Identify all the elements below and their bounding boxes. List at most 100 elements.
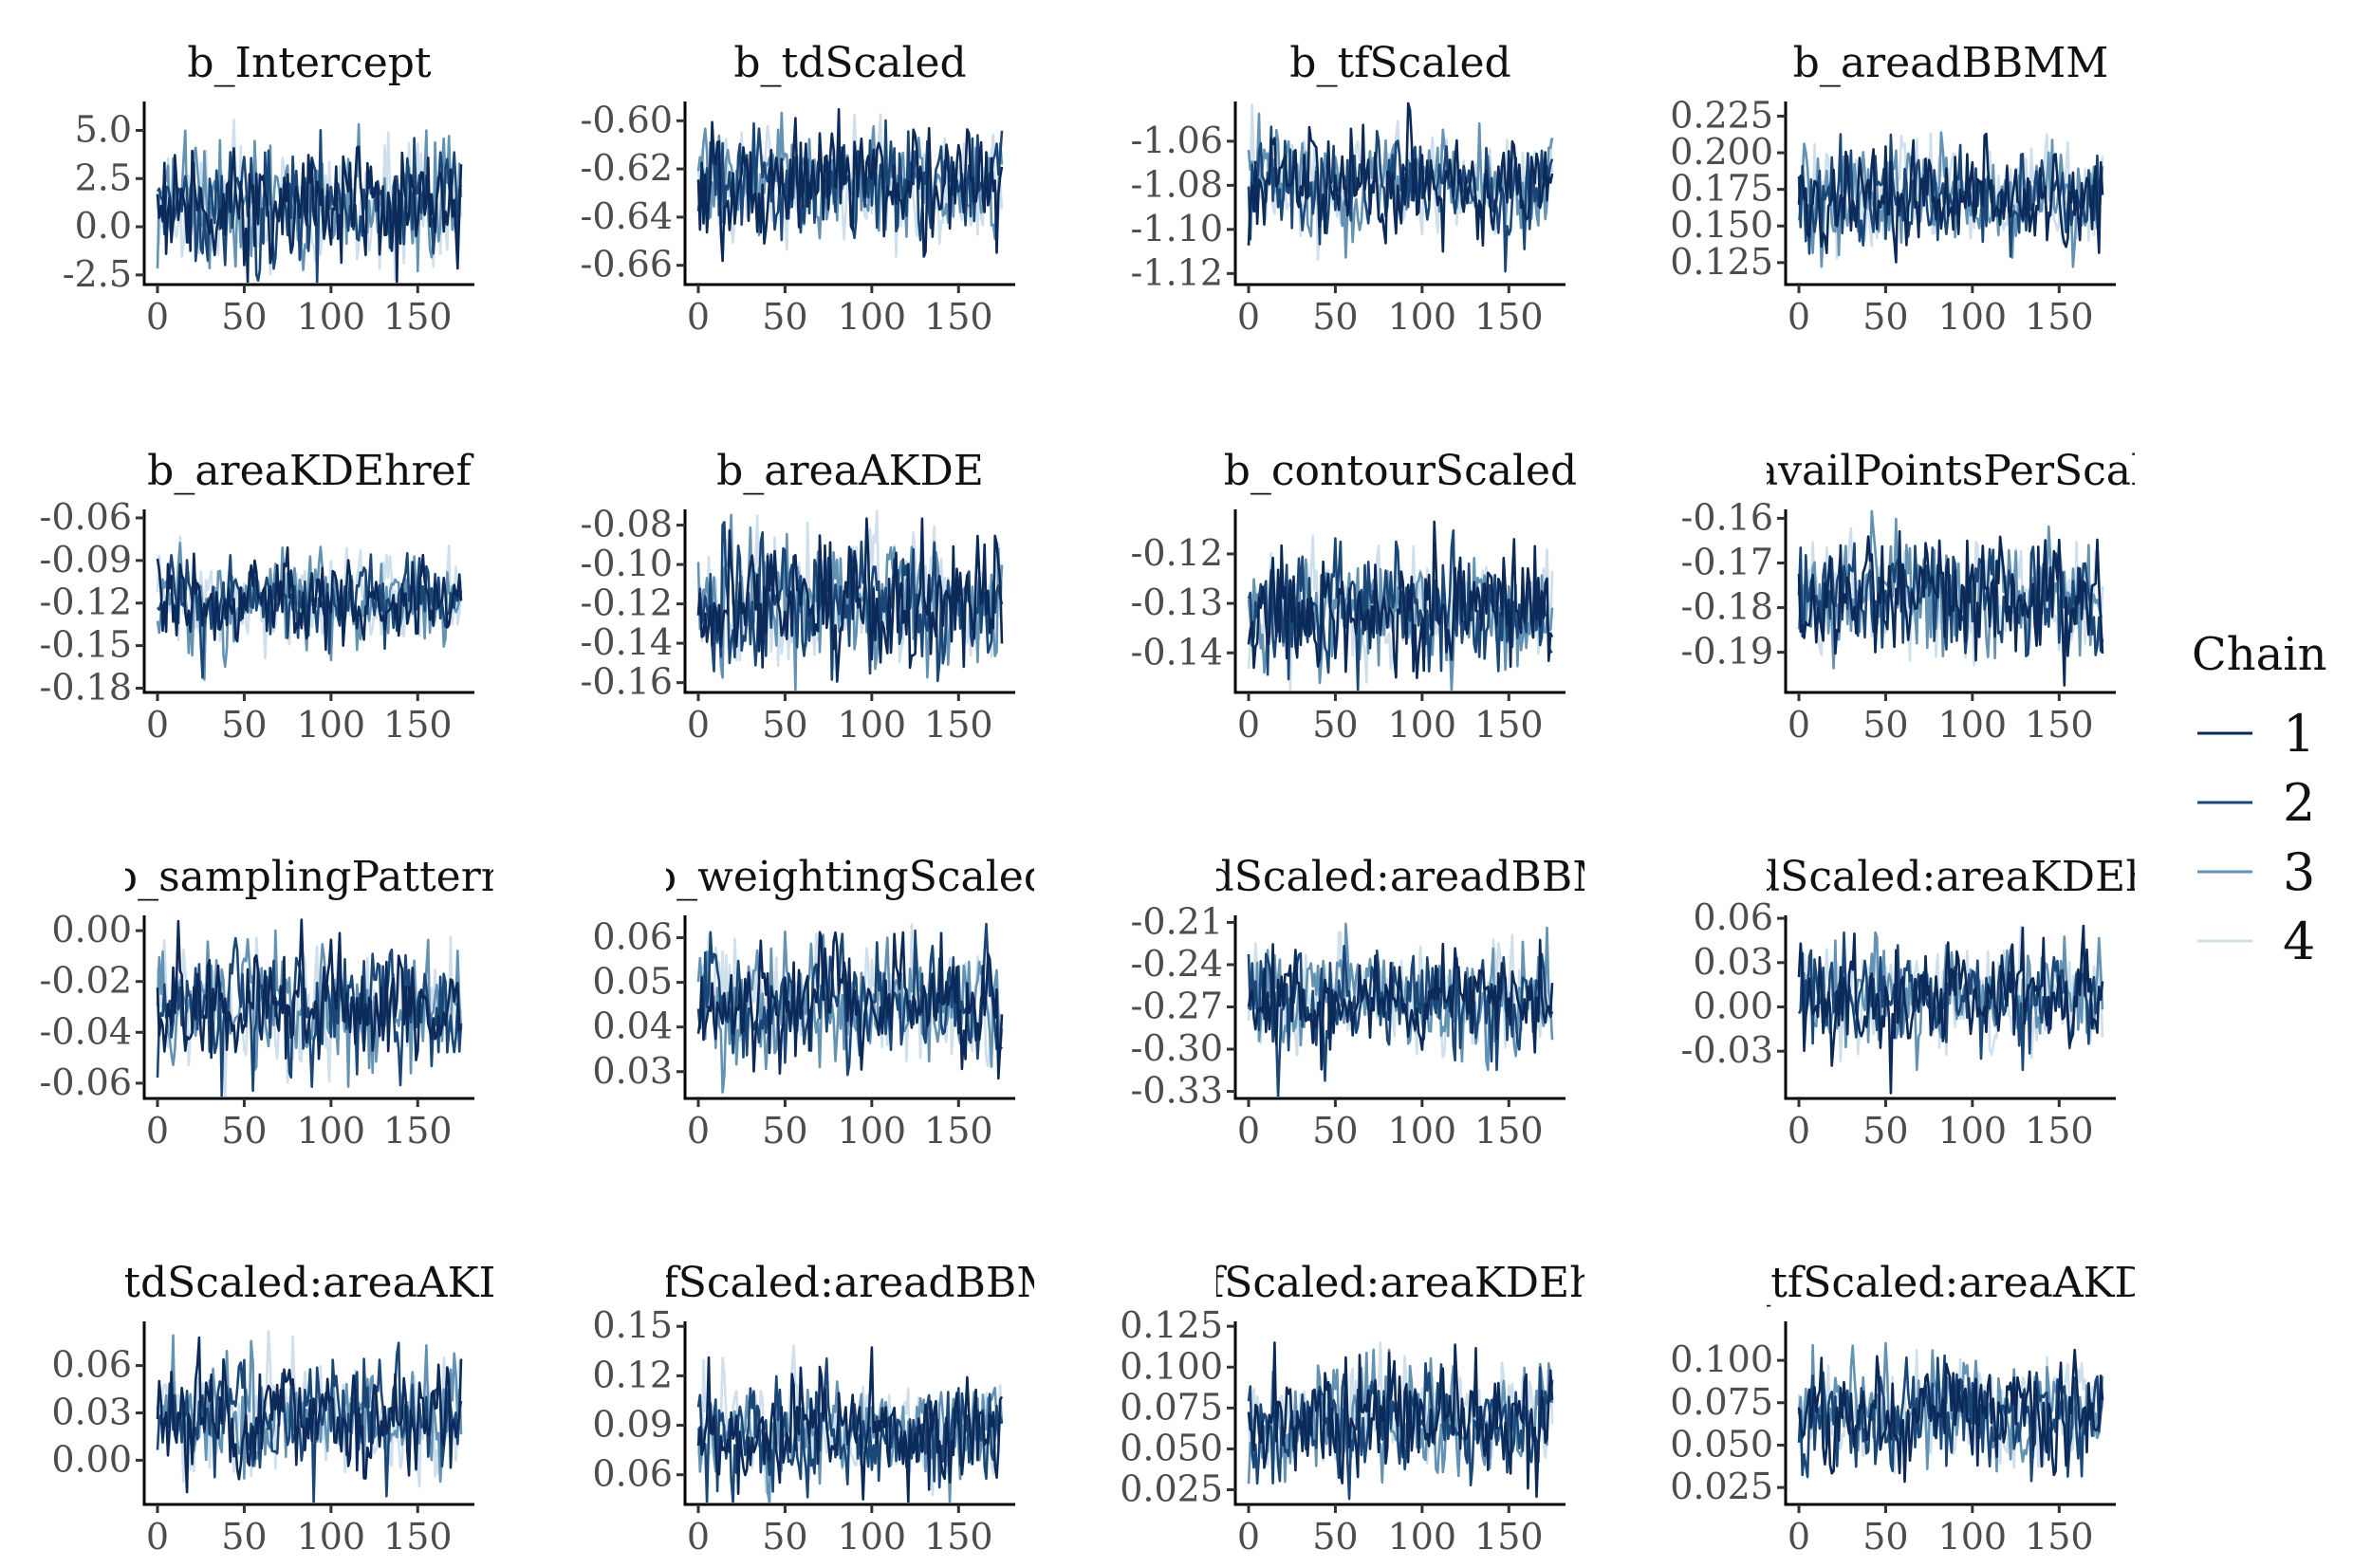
trace-chain-1 — [1247, 938, 1554, 1071]
x-tick-label: 0 — [1237, 704, 1260, 746]
panel-title: b_areaAKDE — [716, 447, 984, 495]
x-tick-label: 50 — [762, 704, 807, 746]
y-tick-label: -0.10 — [581, 543, 673, 584]
chain-legend: Chain 1 2 3 4 — [2192, 628, 2327, 971]
y-tick-label: -0.12 — [581, 582, 673, 624]
trace-chain-2 — [696, 922, 1004, 1077]
x-tick-label: 150 — [383, 1110, 453, 1152]
trace-chain-1 — [696, 517, 1004, 683]
y-tick-label: 0.050 — [1120, 1427, 1223, 1468]
y-tick-label: -0.03 — [1681, 1029, 1773, 1071]
y-tick-label: 0.200 — [1670, 131, 1773, 173]
x-tick-label: 0 — [687, 1110, 710, 1152]
x-tick-label: 100 — [838, 704, 907, 746]
x-tick-label: 100 — [1388, 704, 1457, 746]
x-tick-label: 0 — [1788, 1516, 1810, 1558]
y-tick-label: -0.21 — [1131, 900, 1223, 942]
y-tick-label: -0.14 — [581, 621, 673, 663]
y-tick-label: -0.16 — [1681, 496, 1773, 538]
x-tick-label: 100 — [1388, 1516, 1457, 1558]
y-tick-label: -0.60 — [581, 99, 673, 140]
panel-title: b_areaKDEhref — [147, 447, 473, 495]
x-tick-label: 150 — [1474, 704, 1544, 746]
y-tick-label: -0.02 — [40, 960, 132, 1002]
trace-panel: b_areaAKDE -0.08-0.10-0.12-0.14-0.16 0 50 10… — [581, 447, 1015, 746]
x-tick-label: 50 — [1312, 296, 1358, 338]
x-tick-label: 150 — [1474, 1516, 1544, 1558]
y-tick-label: -0.06 — [40, 496, 132, 538]
y-tick-label: 5.0 — [75, 108, 132, 150]
y-tick-label: 0.00 — [51, 909, 132, 950]
trace-chain-1 — [1247, 520, 1554, 680]
x-tick-label: 50 — [1862, 296, 1908, 338]
x-tick-label: 150 — [383, 296, 453, 338]
y-tick-label: -1.12 — [1131, 251, 1223, 293]
panel-title: b_samplingPattern — [111, 853, 508, 901]
legend-label: 4 — [2283, 912, 2315, 971]
x-tick-label: 0 — [146, 1516, 169, 1558]
trace-panel: b_tfScaled -1.06-1.08-1.10-1.12 0 50 100 150 — [1131, 39, 1566, 338]
x-tick-label: 50 — [1312, 1110, 1358, 1152]
y-tick-label: -0.13 — [1131, 581, 1223, 623]
trace-chain-1 — [1797, 924, 2104, 1095]
y-tick-label: -0.09 — [40, 539, 132, 581]
x-tick-label: 100 — [1938, 296, 2008, 338]
trace-chain-1 — [1247, 1341, 1554, 1499]
y-tick-label: -1.06 — [1131, 120, 1223, 161]
y-tick-label: 0.04 — [592, 1005, 673, 1047]
x-tick-label: 0 — [1788, 704, 1810, 746]
x-tick-label: 100 — [297, 1516, 366, 1558]
x-tick-label: 100 — [1388, 296, 1457, 338]
x-tick-label: 0 — [146, 704, 169, 746]
panel-title: b_Intercept — [187, 39, 431, 87]
x-tick-label: 50 — [221, 1516, 267, 1558]
x-tick-label: 50 — [221, 1110, 267, 1152]
x-tick-label: 100 — [838, 1110, 907, 1152]
x-tick-label: 150 — [1474, 296, 1544, 338]
trace-chain-1 — [1797, 1348, 2104, 1484]
y-tick-label: 0.03 — [592, 1050, 673, 1092]
x-tick-label: 100 — [1388, 1110, 1457, 1152]
y-tick-label: -0.12 — [40, 581, 132, 623]
trace-panel: b_weightingScaled 0.060.050.040.03 0 50 100 1… — [592, 853, 1050, 1152]
trace-chain-1 — [1247, 101, 1554, 253]
y-tick-label: 0.075 — [1670, 1381, 1773, 1423]
panel-title: b_areadBBMM — [1793, 39, 2109, 87]
trace-panel: b_Intercept 5.0 2.5 0.0 -2.5 0 50 100 150 — [63, 39, 474, 338]
legend-title: Chain — [2192, 628, 2327, 681]
x-tick-label: 50 — [1312, 1516, 1358, 1558]
x-tick-label: 0 — [1237, 296, 1260, 338]
y-tick-label: 0.050 — [1670, 1423, 1773, 1465]
y-tick-label: -0.66 — [581, 244, 673, 286]
y-tick-label: 0.06 — [1693, 896, 1773, 938]
y-tick-label: 0.225 — [1670, 94, 1773, 136]
y-tick-label: -0.06 — [40, 1061, 132, 1103]
x-tick-label: 150 — [383, 1516, 453, 1558]
x-tick-label: 0 — [687, 704, 710, 746]
y-tick-label: 0.150 — [1670, 204, 1773, 246]
y-tick-label: -0.14 — [1131, 631, 1223, 673]
panel-title: b_weightingScaled — [650, 853, 1050, 901]
x-tick-label: 150 — [2025, 1110, 2094, 1152]
y-tick-label: 0.05 — [592, 961, 673, 1003]
y-tick-label: 0.075 — [1120, 1386, 1223, 1428]
panel-title: b_tfScaled:areaAKDE — [1723, 1259, 2178, 1307]
y-tick-label: 0.06 — [592, 916, 673, 958]
y-tick-label: -0.08 — [581, 504, 673, 545]
trace-chain-1 — [696, 107, 1004, 263]
x-tick-label: 50 — [1862, 1110, 1908, 1152]
panel-title: b_availPointsPerScaled — [1706, 447, 2196, 495]
y-tick-label: -0.64 — [581, 195, 673, 237]
trace-chain-1 — [156, 918, 462, 1061]
y-tick-label: -2.5 — [63, 253, 132, 295]
y-tick-label: 0.100 — [1120, 1345, 1223, 1387]
trace-panel: b_availPointsPerScaled-0.16-0.17-0.18-0.… — [1681, 447, 2196, 746]
x-tick-label: 0 — [1788, 1110, 1810, 1152]
x-tick-label: 100 — [297, 296, 366, 338]
x-tick-label: 50 — [1862, 1516, 1908, 1558]
x-tick-label: 0 — [146, 1110, 169, 1152]
